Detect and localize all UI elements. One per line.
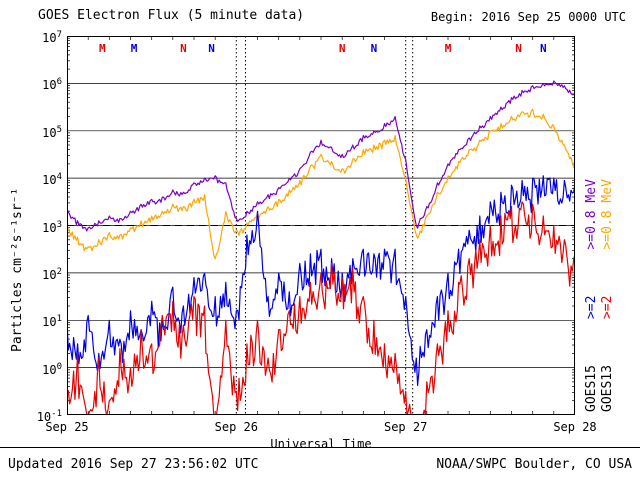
y-tick-label: 104 bbox=[42, 172, 62, 188]
event-marker-M: M bbox=[131, 42, 138, 55]
x-tick-label: Sep 26 bbox=[214, 420, 258, 434]
y-tick-label: 102 bbox=[42, 266, 62, 282]
event-marker-M: M bbox=[99, 42, 106, 55]
legend-text: >=2 bbox=[584, 295, 599, 320]
event-marker-N: N bbox=[371, 42, 378, 55]
plot-frame bbox=[67, 36, 575, 415]
y-tick-label: 10-1 bbox=[36, 409, 62, 424]
begin-timestamp: Begin: 2016 Sep 25 0000 UTC bbox=[430, 10, 626, 24]
legend-text: >=0.8 MeV bbox=[600, 179, 615, 250]
event-marker-N: N bbox=[540, 42, 547, 55]
legend-column-goes13: GOES13 >=2 >=0.8 MeV bbox=[600, 179, 615, 412]
event-marker-N: N bbox=[180, 42, 187, 55]
legend-text: >=2 bbox=[600, 295, 615, 320]
legend-text: >=0.8 MeV bbox=[584, 179, 599, 250]
x-tick-label: Sep 28 bbox=[553, 420, 597, 434]
y-tick-label: 100 bbox=[42, 361, 62, 377]
event-marker-N: N bbox=[515, 42, 522, 55]
legend-text: GOES13 bbox=[600, 365, 615, 412]
series-line-blue bbox=[66, 175, 576, 387]
event-marker-N: N bbox=[208, 42, 215, 55]
x-tick-label: Sep 27 bbox=[383, 420, 428, 434]
y-tick-label: 101 bbox=[42, 314, 62, 330]
series-line-red bbox=[66, 201, 576, 416]
credit-text: NOAA/SWPC Boulder, CO USA bbox=[436, 457, 632, 472]
y-tick-label: 107 bbox=[42, 30, 62, 45]
y-tick-label: 103 bbox=[42, 219, 62, 235]
x-axis-label: Universal Time bbox=[270, 437, 372, 451]
event-marker-N: N bbox=[339, 42, 346, 55]
footer-divider bbox=[0, 447, 640, 448]
y-tick-label: 105 bbox=[42, 124, 62, 140]
event-marker-M: M bbox=[445, 42, 452, 55]
chart-title: GOES Electron Flux (5 minute data) bbox=[38, 8, 305, 23]
legend-column-goes15: GOES15 >=2 >=0.8 MeV bbox=[584, 179, 599, 412]
legend-text: GOES15 bbox=[584, 365, 599, 412]
x-tick-label: Sep 25 bbox=[45, 420, 89, 434]
series-line-orange bbox=[66, 108, 576, 260]
y-tick-label: 106 bbox=[42, 77, 62, 93]
updated-timestamp: Updated 2016 Sep 27 23:56:02 UTC bbox=[8, 457, 259, 472]
series-line-purple bbox=[66, 80, 576, 232]
